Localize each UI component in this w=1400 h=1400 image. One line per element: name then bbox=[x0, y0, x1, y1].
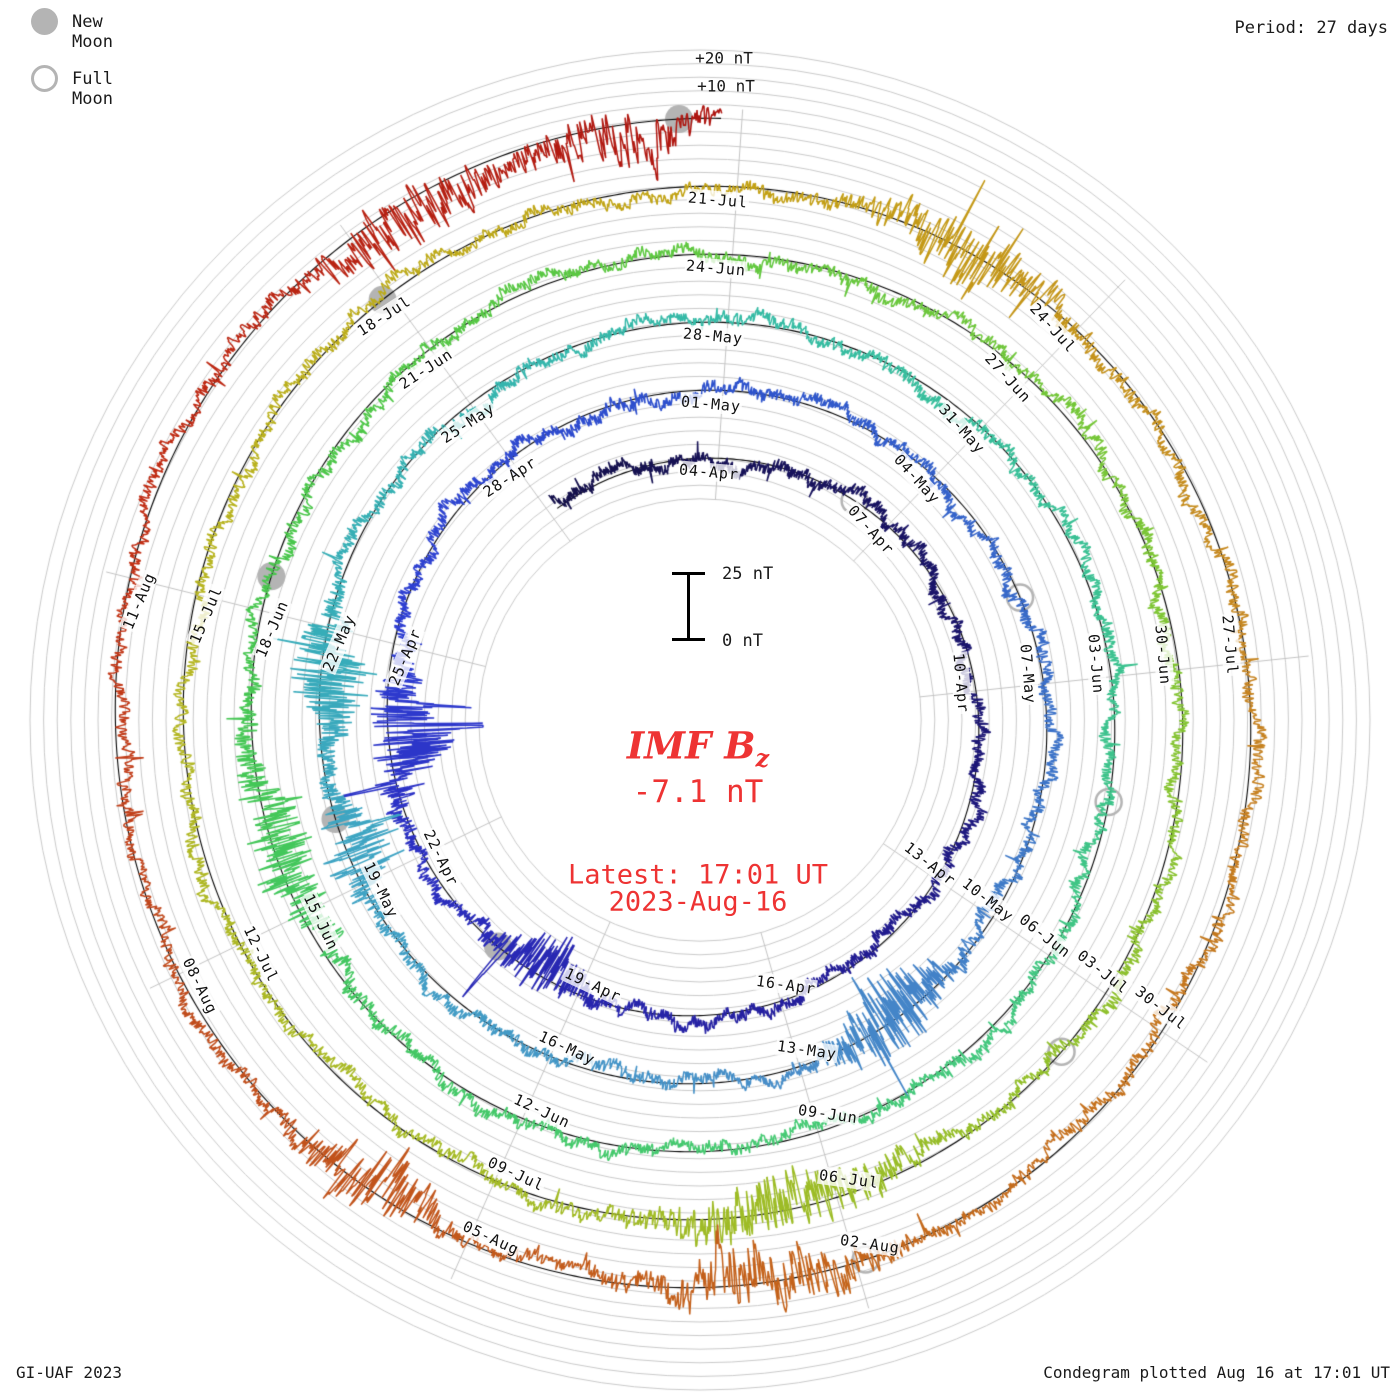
scale-bar-top-label: 25 nT bbox=[722, 564, 774, 584]
center-latest-date: 2023-Aug-16 bbox=[608, 886, 788, 918]
full-moon-icon bbox=[31, 65, 58, 92]
period-label: Period: 27 days bbox=[1234, 18, 1388, 38]
plus10-nt-label: +10 nT bbox=[697, 76, 755, 96]
scale-bar-bottom-cap bbox=[672, 638, 705, 641]
plus20-nt-label: +20 nT bbox=[695, 48, 753, 68]
scale-bar-line bbox=[687, 573, 690, 640]
center-title-main: IMF B bbox=[626, 723, 756, 768]
scale-bar-top-cap bbox=[672, 572, 705, 575]
center-title-sub: z bbox=[755, 743, 770, 773]
center-latest-value: -7.1 nT bbox=[632, 774, 764, 810]
new-moon-icon bbox=[31, 8, 58, 35]
credit-label: GI-UAF 2023 bbox=[16, 1363, 122, 1382]
full-moon-label: Full Moon bbox=[72, 69, 113, 109]
new-moon-label: New Moon bbox=[72, 12, 113, 52]
center-title: IMF Bz bbox=[627, 723, 769, 772]
plot-timestamp-label: Condegram plotted Aug 16 at 17:01 UT bbox=[1043, 1363, 1390, 1382]
center-latest-time: Latest: 17:01 UT bbox=[567, 859, 829, 891]
scale-bar-bottom-label: 0 nT bbox=[722, 631, 763, 651]
